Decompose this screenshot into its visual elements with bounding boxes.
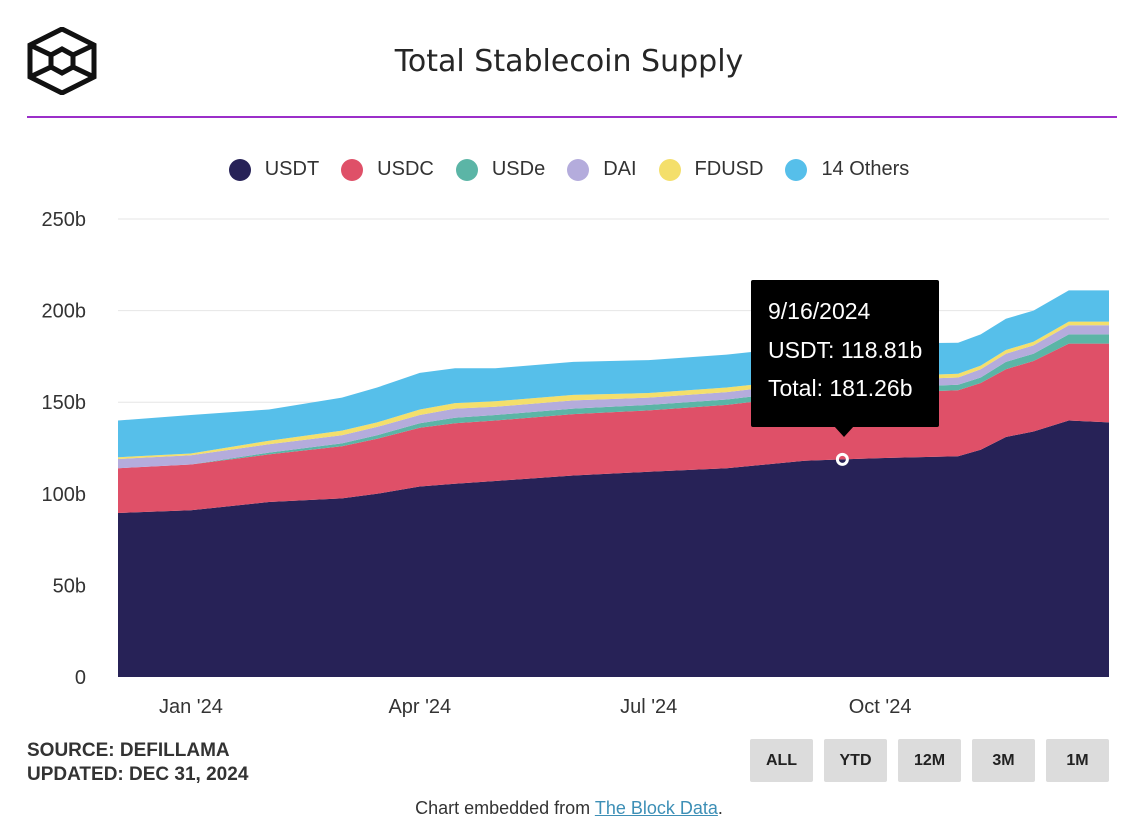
tooltip-arrow: [834, 426, 854, 437]
range-button-1m[interactable]: 1M: [1046, 739, 1109, 782]
range-button-ytd[interactable]: YTD: [824, 739, 887, 782]
area-usdc: [118, 343, 1109, 513]
embed-prefix: Chart embedded from: [415, 798, 595, 818]
y-tick-label: 0: [75, 667, 86, 689]
legend-swatch: [658, 158, 681, 181]
legend-swatch: [228, 158, 251, 181]
legend-label: DAI: [603, 158, 637, 180]
legend-item-usdt[interactable]: USDT: [228, 158, 320, 181]
legend-item-dai[interactable]: DAI: [567, 158, 637, 181]
area-dai: [118, 325, 1109, 469]
y-tick-label: 200b: [42, 301, 87, 323]
legend-label: 14 Others: [821, 158, 910, 180]
embed-suffix: .: [717, 798, 723, 818]
x-tick-label: Jul '24: [620, 696, 677, 718]
tooltip-total: Total: 181.26b: [768, 375, 913, 401]
hover-marker: [835, 452, 849, 466]
legend-swatch: [567, 158, 590, 181]
y-tick-label: 150b: [42, 392, 87, 414]
legend-swatch: [341, 158, 364, 181]
legend-item-fdusd[interactable]: FDUSD: [658, 158, 764, 181]
embed-note: Chart embedded from The Block Data.: [0, 798, 1138, 819]
tooltip-date: 9/16/2024: [768, 298, 871, 324]
legend-label: USDT: [264, 158, 320, 180]
x-tick-label: Apr '24: [388, 696, 451, 718]
title-divider: [27, 116, 1117, 118]
range-button-12m[interactable]: 12M: [898, 739, 961, 782]
updated-text: UPDATED: DEC 31, 2024: [27, 764, 249, 785]
y-tick-label: 100b: [42, 484, 87, 506]
source-block: SOURCE: DEFILLAMA UPDATED: DEC 31, 2024: [27, 739, 248, 787]
x-tick-label: Jan '24: [159, 696, 223, 718]
legend-swatch: [455, 158, 478, 181]
legend-item-usdc[interactable]: USDC: [341, 158, 434, 181]
legend-item-14-others[interactable]: 14 Others: [785, 158, 909, 181]
range-button-all[interactable]: ALL: [750, 739, 813, 782]
the-block-logo: [27, 27, 97, 95]
legend-swatch: [785, 158, 808, 181]
area-14-others: [118, 290, 1109, 458]
tooltip-usdt: USDT: 118.81b: [768, 337, 923, 363]
chart-tooltip: 9/16/2024 USDT: 118.81b Total: 181.26b: [751, 280, 939, 427]
legend-label: FDUSD: [694, 158, 764, 180]
range-button-3m[interactable]: 3M: [972, 739, 1035, 782]
y-tick-label: 50b: [53, 575, 86, 597]
source-text: SOURCE: DEFILLAMA: [27, 740, 230, 761]
area-usdt: [118, 420, 1109, 677]
legend: USDT USDC USDe DAI FDUSD 14 Others: [0, 158, 1138, 181]
the-block-data-link[interactable]: The Block Data: [594, 798, 718, 818]
y-tick-label: 250b: [42, 209, 87, 231]
legend-item-usde[interactable]: USDe: [455, 158, 546, 181]
chart-title: Total Stablecoin Supply: [394, 44, 744, 79]
x-tick-label: Oct '24: [849, 696, 912, 718]
legend-label: USDC: [377, 158, 434, 180]
legend-label: USDe: [491, 158, 546, 180]
